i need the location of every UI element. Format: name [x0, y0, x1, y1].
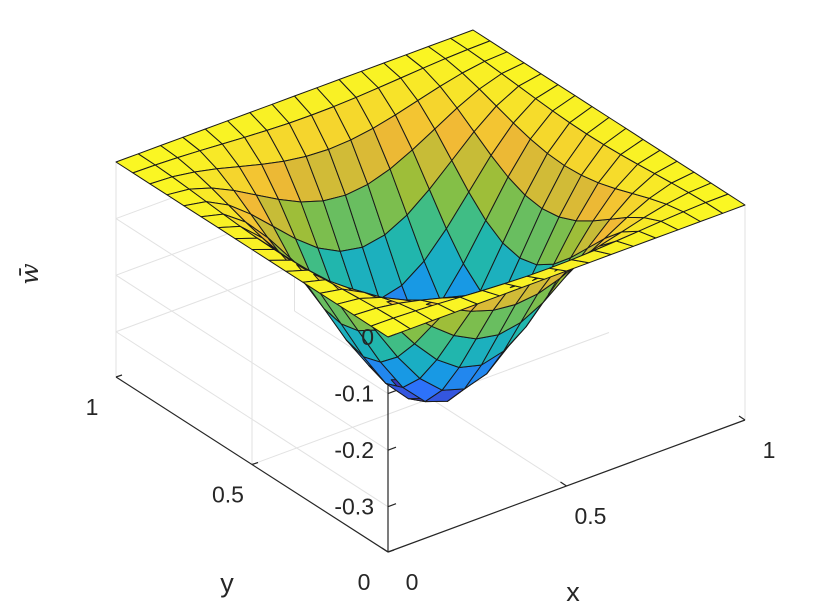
surface-patch [705, 193, 746, 214]
left-wall-gridline [115, 218, 389, 394]
z-tick-mark [387, 333, 397, 338]
z-tick-label: 0 [361, 324, 374, 350]
x-tick-label: 0.5 [575, 503, 607, 529]
left-wall-gridline [115, 331, 389, 508]
tick-labels: 0 -0.1 -0.2 -0.3 0 0.5 1 0 0.5 1 [86, 324, 776, 595]
z-tick-mark [387, 503, 397, 508]
y-tick-label: 0.5 [212, 482, 244, 508]
z-tick-label: -0.3 [334, 494, 374, 520]
z-axis-label: w̄ [15, 263, 44, 284]
x-axis-label: x [566, 577, 580, 607]
x-tick-label: 0 [406, 569, 419, 595]
surface-mesh [115, 29, 746, 403]
x-tick-mark [381, 547, 389, 553]
y-axis-label: y [220, 568, 234, 598]
y-tick-mark [387, 549, 395, 553]
z-tick-mark [387, 446, 397, 451]
z-tick-label: -0.1 [334, 381, 374, 407]
z-tick-label: -0.2 [334, 437, 374, 463]
y-tick-label: 0 [358, 569, 371, 595]
y-tick-label: 1 [86, 394, 99, 420]
x-tick-mark [738, 415, 746, 421]
z-tick-mark [387, 390, 397, 395]
x-tick-label: 1 [763, 437, 776, 463]
left-wall-gridline [115, 274, 389, 451]
x-tick-mark [560, 481, 567, 487]
y-tick-mark [115, 374, 123, 378]
y-tick-mark [251, 461, 259, 466]
